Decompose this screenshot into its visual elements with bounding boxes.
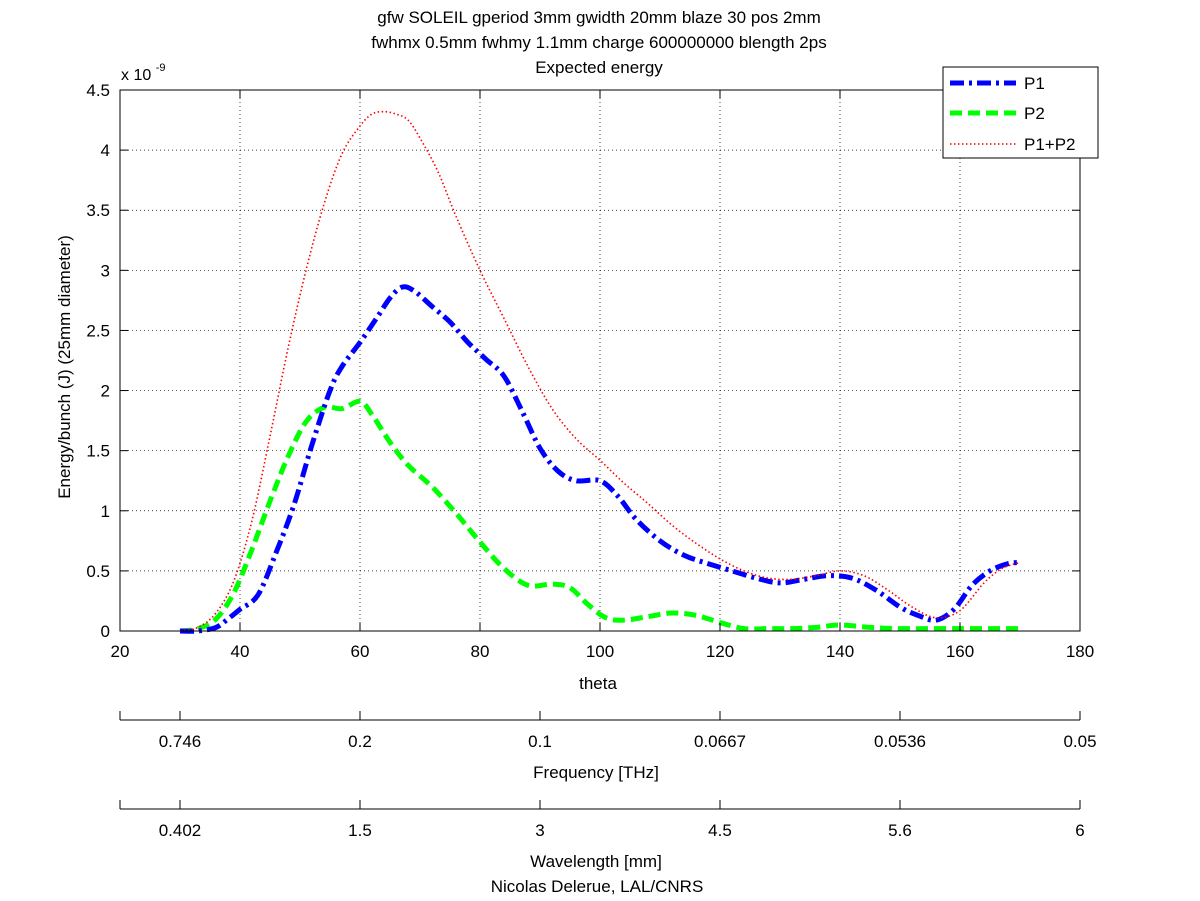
y-tick-label: 4: [101, 141, 110, 160]
y-tick-label: 2.5: [86, 321, 110, 340]
legend-label-p1p2: P1+P2: [1024, 135, 1076, 154]
secondary-axis-tick-label: 5.6: [888, 821, 912, 840]
y-tick-label: 1: [101, 502, 110, 521]
chart-title-line-2: fwhmx 0.5mm fwhmy 1.1mm charge 600000000…: [371, 33, 826, 52]
y-tick-label: 1.5: [86, 442, 110, 461]
frequency-axis: 0.746 0.2 0.1 0.0667 0.0536 0.05: [119, 711, 1097, 751]
y-axis-label: Energy/bunch (J) (25mm diameter): [55, 235, 74, 499]
legend: P1 P2 P1+P2: [942, 66, 1099, 159]
x-tick-label: 20: [111, 642, 130, 661]
y-exponent-label: x 10 -9: [121, 62, 165, 84]
series-line-p1p2: [179, 110, 1021, 632]
y-tick-label: 3.5: [86, 201, 110, 220]
wavelength-axis: 0.402 1.5 3 4.5 5.6 6: [119, 800, 1085, 840]
secondary-axis-tick-label: 0.402: [159, 821, 202, 840]
legend-label-p2: P2: [1024, 104, 1045, 123]
secondary-axis-tick-label: 0.1: [528, 732, 552, 751]
x-tick-label: 80: [471, 642, 490, 661]
y-tick-label: 2: [101, 382, 110, 401]
secondary-axis-tick-label: 3: [535, 821, 544, 840]
x-axis-label: theta: [579, 674, 617, 693]
y-tick-label: 0: [101, 622, 110, 641]
secondary-axis-tick-label: 1.5: [348, 821, 372, 840]
chart-title-line-1: gfw SOLEIL gperiod 3mm gwidth 20mm blaze…: [377, 8, 820, 27]
y-tick-label: 0.5: [86, 562, 110, 581]
secondary-axis-tick-label: 0.05: [1063, 732, 1096, 751]
y-exponent-base: x 10: [121, 67, 151, 84]
y-tick-label: 3: [101, 261, 110, 280]
frequency-axis-label: Frequency [THz]: [533, 763, 659, 782]
y-tick-labels: 0 0.5 1 1.5 2 2.5 3 3.5 4 4.5: [86, 81, 110, 641]
x-tick-labels: 20 40 60 80 100 120 140 160 180: [111, 642, 1095, 661]
chart-title-line-3: Expected energy: [535, 58, 663, 77]
y-exponent-power: -9: [156, 62, 166, 74]
y-tick-label: 4.5: [86, 81, 110, 100]
secondary-axis-tick-label: 6: [1075, 821, 1084, 840]
secondary-axis-tick-label: 0.746: [159, 732, 202, 751]
series-layer: [179, 110, 1021, 634]
x-tick-label: 140: [826, 642, 854, 661]
x-tick-label: 100: [586, 642, 614, 661]
grid-lines: [120, 90, 1080, 631]
x-tick-label: 60: [351, 642, 370, 661]
secondary-axis-tick-label: 0.0536: [874, 732, 926, 751]
x-tick-label: 40: [231, 642, 250, 661]
credit-footer: Nicolas Delerue, LAL/CNRS: [491, 877, 704, 896]
x-tick-label: 180: [1066, 642, 1094, 661]
secondary-axis-tick-label: 4.5: [708, 821, 732, 840]
x-tick-label: 160: [946, 642, 974, 661]
series-line-p1: [179, 284, 1021, 634]
x-tick-label: 120: [706, 642, 734, 661]
legend-label-p1: P1: [1024, 74, 1045, 93]
series-line-p2: [179, 398, 1020, 634]
plot-area: [120, 90, 1080, 631]
secondary-axis-tick-label: 0.0667: [694, 732, 746, 751]
wavelength-axis-label: Wavelength [mm]: [530, 852, 662, 871]
secondary-axis-tick-label: 0.2: [348, 732, 372, 751]
chart-title: gfw SOLEIL gperiod 3mm gwidth 20mm blaze…: [371, 8, 826, 77]
